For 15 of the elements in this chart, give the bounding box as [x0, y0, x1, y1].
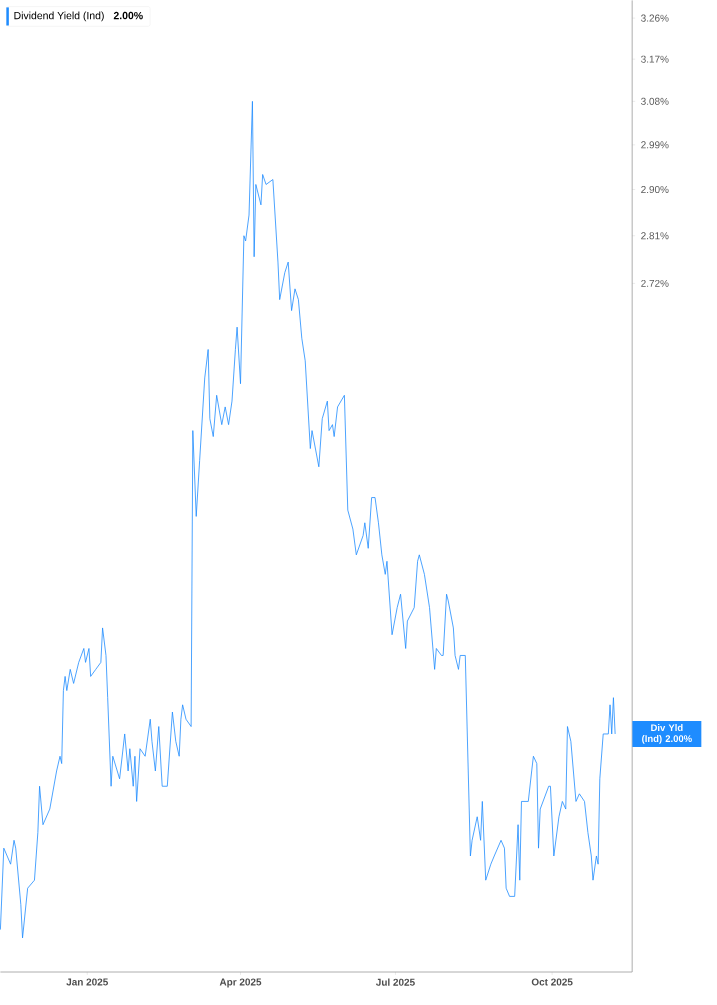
text: Div Yld (Ind) 2.00%: [642, 724, 692, 744]
x-tick-label: Oct 2025: [531, 978, 573, 986]
y-tick-label: 2.81%: [641, 232, 669, 240]
y-tick-label: 2.90%: [641, 186, 669, 194]
y-tick-label: 3.08%: [641, 97, 669, 105]
y-tick-label: 2.72%: [641, 279, 669, 287]
x-tick-label: Apr 2025: [219, 978, 262, 988]
annotation: 2.00%: [113, 11, 143, 20]
x-tick-label: Jul 2025: [375, 978, 415, 986]
x-tick-label: Jan 2025: [66, 978, 108, 986]
y-tick-label: 3.17%: [641, 55, 669, 63]
y-tick-label: 3.26%: [641, 14, 669, 22]
legend-label: Dividend Yield (Ind): [14, 11, 104, 22]
line-series: [0, 100, 616, 939]
y-tick-label: 2.99%: [641, 141, 669, 149]
